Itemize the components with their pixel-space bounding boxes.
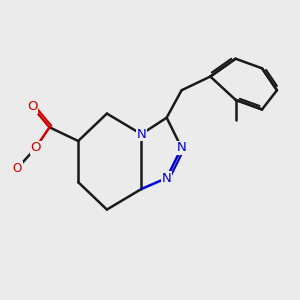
Text: O: O <box>13 162 22 175</box>
Text: N: N <box>162 172 172 184</box>
Text: O: O <box>30 141 41 154</box>
Text: N: N <box>136 128 146 141</box>
Text: N: N <box>177 141 187 154</box>
Text: O: O <box>27 100 38 113</box>
